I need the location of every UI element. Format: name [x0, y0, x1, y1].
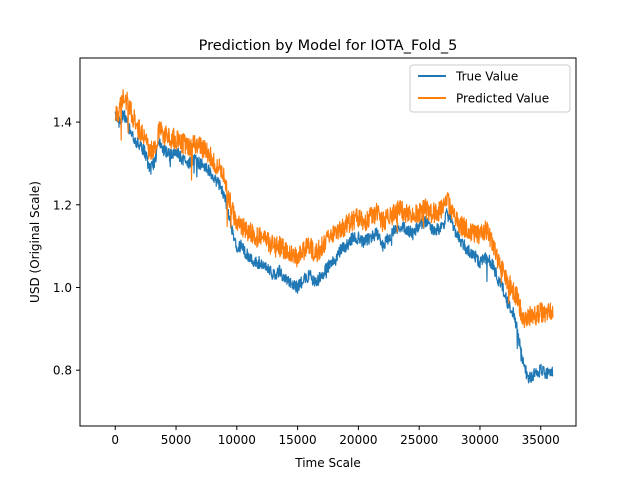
legend-box — [409, 64, 571, 113]
y-tick-label: 1.0 — [53, 281, 72, 295]
legend-label-predicted-value: Predicted Value — [456, 92, 549, 106]
true-value-line — [114, 109, 554, 384]
x-axis: 0 5000 10000 15000 20000 25000 30000 35000 — [111, 426, 560, 447]
x-axis-label: Time Scale — [294, 456, 360, 470]
x-tick-label: 15000 — [279, 433, 317, 447]
x-tick-label: 0 — [111, 433, 119, 447]
plot-area — [114, 89, 554, 384]
legend-label-true-value: True Value — [455, 70, 518, 84]
y-tick-label: 0.8 — [53, 364, 72, 378]
y-axis: 0.8 1.0 1.2 1.4 — [53, 116, 80, 378]
x-tick-label: 5000 — [161, 433, 192, 447]
x-tick-label: 25000 — [400, 433, 438, 447]
x-tick-label: 30000 — [461, 433, 499, 447]
predicted-value-line — [114, 89, 554, 329]
x-tick-label: 20000 — [339, 433, 377, 447]
x-tick-label: 10000 — [218, 433, 256, 447]
legend: True Value Predicted Value — [409, 64, 571, 113]
chart-title: Prediction by Model for IOTA_Fold_5 — [199, 38, 458, 54]
x-tick-label: 35000 — [522, 433, 560, 447]
y-axis-label: USD (Original Scale) — [28, 181, 42, 303]
axes-frame — [79, 57, 577, 427]
y-tick-label: 1.4 — [53, 116, 72, 130]
y-tick-label: 1.2 — [53, 198, 72, 212]
